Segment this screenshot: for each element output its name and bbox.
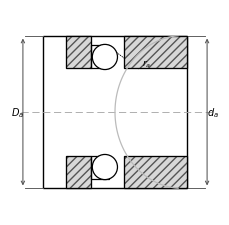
Text: $d_a$: $d_a$ bbox=[207, 106, 218, 119]
Text: $r_a$: $r_a$ bbox=[141, 58, 150, 70]
Bar bbox=[91, 45, 109, 69]
Bar bbox=[123, 36, 186, 69]
Bar bbox=[65, 156, 91, 189]
Bar bbox=[123, 156, 186, 189]
Bar bbox=[123, 156, 186, 189]
Bar bbox=[91, 156, 109, 180]
Text: $D_a$: $D_a$ bbox=[11, 106, 24, 119]
Bar bbox=[65, 36, 91, 69]
Bar bbox=[65, 36, 91, 69]
Circle shape bbox=[92, 155, 117, 180]
Bar bbox=[65, 156, 91, 189]
Bar bbox=[123, 36, 186, 69]
Circle shape bbox=[92, 45, 117, 70]
Bar bbox=[43, 36, 186, 189]
